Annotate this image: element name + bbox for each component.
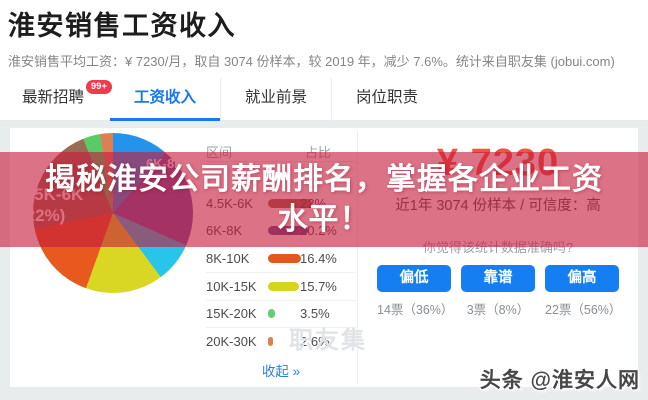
vote-high-button[interactable]: 偏高: [545, 265, 619, 292]
tab-employment-outlook[interactable]: 就业前景: [220, 78, 331, 121]
poll-vote-counts: 14票（36%） 3票（8%） 22票（56%）: [358, 299, 638, 318]
headline-line2: 水平！: [277, 202, 371, 236]
range-label: 10K-15K: [206, 278, 257, 294]
vote-accurate-button[interactable]: 靠谱: [461, 265, 535, 292]
vote-low-count: 14票（36%）: [377, 303, 454, 317]
vote-low-button[interactable]: 偏低: [377, 265, 451, 292]
tab-latest-jobs-label: 最新招聘: [22, 89, 85, 106]
share-value: 3.5%: [300, 306, 330, 322]
page-subtitle: 淮安销售平均工资：¥ 7230/月，取自 3074 份样本，较 2019 年，减…: [8, 54, 615, 69]
tab-salary-income[interactable]: 工资收入: [110, 78, 221, 121]
range-label: 20K-30K: [206, 333, 257, 349]
range-label: 15K-20K: [206, 306, 257, 322]
share-bar: [268, 254, 301, 264]
table-row: 20K-30K 2.6%: [206, 327, 356, 355]
share-bar: [268, 336, 274, 346]
tab-bar: 最新招聘 99+ 工资收入 就业前景 岗位职责: [0, 78, 648, 121]
poll-buttons: 偏低 靠谱 偏高: [358, 265, 638, 292]
tab-salary-income-label: 工资收入: [134, 89, 197, 106]
panel-divider: [357, 130, 358, 384]
new-jobs-count-badge: 99+: [85, 80, 113, 94]
table-row: 10K-15K 15.7%: [206, 272, 356, 300]
page-title: 淮安销售工资收入: [8, 11, 236, 41]
share-bar: [268, 281, 300, 291]
tab-job-duties[interactable]: 岗位职责: [331, 78, 442, 121]
table-row: 15K-20K 3.5%: [206, 299, 356, 328]
range-label: 8K-10K: [206, 251, 250, 267]
collapse-table-link[interactable]: 收起 »: [261, 364, 301, 379]
vote-accurate-count: 3票（8%）: [466, 303, 530, 317]
share-value: 16.4%: [300, 251, 337, 267]
vote-high-count: 22票（56%）: [545, 303, 622, 317]
share-value: 15.7%: [300, 278, 337, 294]
share-bar: [268, 309, 275, 319]
tab-employment-outlook-label: 就业前景: [245, 89, 308, 106]
share-value: 2.6%: [300, 333, 330, 349]
photo-watermark: 头条 @淮安人网: [479, 369, 640, 392]
tab-job-duties-label: 岗位职责: [356, 89, 419, 106]
headline-line1: 揭秘淮安公司薪酬排名，掌握各企业工资: [45, 162, 603, 196]
headline-overlay-banner: 揭秘淮安公司薪酬排名，掌握各企业工资 水平！: [0, 152, 648, 247]
site-watermark: 职友集: [289, 327, 367, 354]
tab-latest-jobs[interactable]: 最新招聘 99+: [22, 78, 113, 121]
table-row: 8K-10K 16.4%: [206, 244, 356, 273]
